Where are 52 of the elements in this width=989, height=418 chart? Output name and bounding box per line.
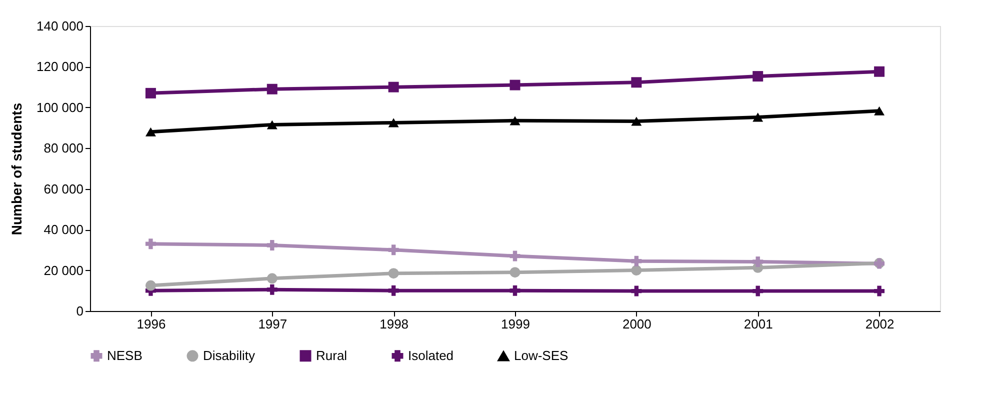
- point: [145, 238, 156, 250]
- y-tick-label: 80 000: [44, 140, 84, 156]
- y-tick-label: 20 000: [44, 262, 84, 278]
- point: [510, 80, 520, 90]
- point: [631, 116, 642, 126]
- y-tick-label: 140 000: [36, 18, 84, 34]
- point: [266, 84, 278, 94]
- x-tick-label: 1996: [136, 316, 166, 332]
- y-axis-title: Number of students: [8, 102, 25, 236]
- legend-label: Rural: [316, 348, 348, 363]
- point: [510, 285, 520, 296]
- point: [874, 286, 885, 296]
- point: [874, 106, 885, 116]
- point: [510, 267, 520, 278]
- legend-label: Low-SES: [514, 348, 569, 364]
- y-tick-label: 40 000: [44, 222, 84, 238]
- point: [266, 284, 278, 295]
- x-tick-label: 2002: [865, 316, 894, 332]
- point: [266, 240, 278, 250]
- point: [631, 256, 642, 266]
- point: [752, 71, 764, 82]
- point: [266, 120, 278, 130]
- y-tick-label: 0: [76, 304, 84, 318]
- point: [266, 273, 278, 284]
- point: [388, 244, 399, 256]
- point: [631, 286, 642, 296]
- point: [145, 88, 156, 98]
- y-tick-label: 120 000: [36, 59, 84, 74]
- legend-label: Isolated: [408, 348, 454, 363]
- point: [145, 127, 156, 136]
- legend-label: Disability: [203, 348, 256, 363]
- point: [145, 280, 156, 291]
- x-tick-label: 1998: [380, 316, 409, 332]
- point: [388, 118, 399, 128]
- point: [752, 286, 764, 296]
- point: [631, 265, 642, 276]
- point: [510, 116, 520, 126]
- legend-label: NESB: [107, 348, 142, 363]
- point: [510, 250, 520, 262]
- point: [631, 77, 642, 88]
- point: [388, 285, 399, 296]
- point: [752, 256, 764, 267]
- x-tick-label: 1997: [258, 316, 288, 332]
- y-tick-label: 100 000: [36, 100, 84, 115]
- x-tick-label: 2000: [622, 316, 652, 332]
- point: [388, 82, 399, 92]
- point: [388, 268, 399, 279]
- x-tick-label: 2001: [744, 316, 773, 332]
- y-tick-label: 60 000: [44, 181, 84, 196]
- point: [874, 66, 885, 77]
- point: [752, 112, 764, 122]
- x-tick-label: 1999: [501, 316, 530, 332]
